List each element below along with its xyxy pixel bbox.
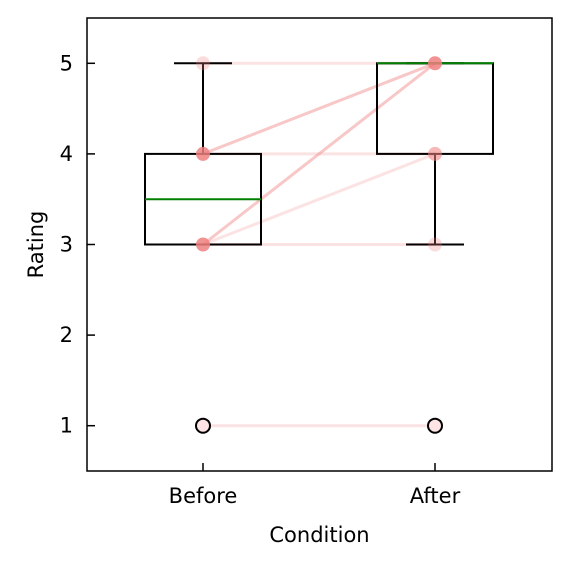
outlier-marker [427, 417, 443, 434]
pair-line [201, 152, 437, 246]
y-tick-label: 5 [60, 51, 73, 75]
pair-line [201, 61, 437, 246]
data-point [428, 56, 442, 71]
data-point [196, 237, 210, 252]
x-tick-label: After [410, 484, 461, 508]
x-tick-label: Before [169, 484, 238, 508]
x-axis-title: Condition [269, 523, 369, 547]
y-axis-title: Rating [24, 211, 48, 279]
box-iqr [376, 62, 494, 155]
y-tick-label: 1 [60, 414, 73, 438]
points-layer [195, 56, 443, 434]
axes-layer: 1 2 3 4 5 Before After [60, 51, 461, 508]
y-tick-label: 2 [60, 323, 73, 347]
y-tick-label: 4 [60, 142, 73, 166]
y-tick-label: 3 [60, 233, 73, 257]
outlier-marker [195, 417, 211, 434]
pair-line [201, 61, 437, 156]
data-point [196, 146, 210, 161]
data-point [196, 56, 210, 71]
data-point [428, 146, 442, 161]
data-point [428, 237, 442, 252]
